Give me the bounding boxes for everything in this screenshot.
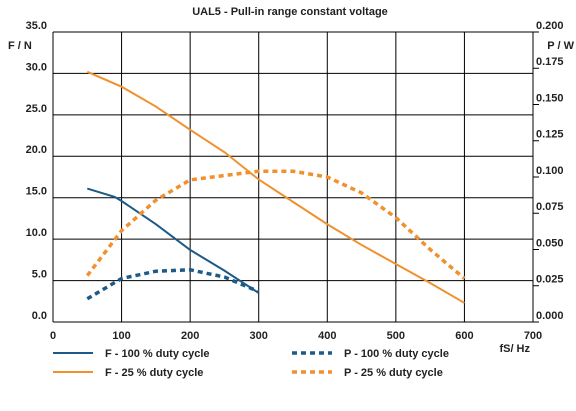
y2-tick-label: 0.075: [536, 201, 564, 213]
series-line: [86, 268, 260, 301]
x-tick-label: 0: [50, 330, 56, 342]
x-tick-label: 300: [250, 330, 268, 342]
y2-tick-label: 0.025: [536, 274, 564, 286]
series-line: [86, 70, 465, 304]
y-tick-label: 30.0: [26, 61, 47, 73]
y2-tick-label: 0.175: [536, 56, 564, 68]
y-tick-label: 5.0: [32, 268, 47, 280]
y-tick-label: 15.0: [26, 186, 47, 198]
x-tick-label: 400: [318, 330, 336, 342]
y2-tick-label: 0.100: [536, 165, 564, 177]
y2-tick-label: 0.200: [536, 20, 564, 32]
x-tick-label: 600: [455, 330, 473, 342]
y2-tick-label: 0.125: [536, 129, 564, 141]
chart-title: UAL5 - Pull-in range constant voltage: [192, 6, 388, 18]
series-line: [85, 169, 466, 280]
x-tick-label: 700: [524, 330, 542, 342]
x-tick-label: 500: [387, 330, 405, 342]
legend-label: F - 100 % duty cycle: [105, 348, 210, 360]
y2-axis-label: P / W: [547, 40, 574, 52]
legend-label: F - 25 % duty cycle: [105, 367, 203, 379]
y-axis-label: F / N: [8, 40, 32, 52]
y-tick-label: 35.0: [26, 20, 47, 32]
y-tick-label: 10.0: [26, 227, 47, 239]
x-axis-label: fS/ Hz: [499, 343, 530, 355]
legend-label: P - 100 % duty cycle: [344, 348, 449, 360]
x-tick-label: 200: [181, 330, 199, 342]
y2-tick-label: 0.150: [536, 92, 564, 104]
series-line: [86, 187, 260, 294]
legend-label: P - 25 % duty cycle: [344, 367, 443, 379]
y2-tick-label: 0.000: [536, 310, 564, 322]
y-tick-label: 25.0: [26, 103, 47, 115]
y-tick-label: 0.0: [32, 310, 47, 322]
y-tick-label: 20.0: [26, 144, 47, 156]
x-tick-label: 100: [112, 330, 130, 342]
y2-tick-label: 0.050: [536, 237, 564, 249]
